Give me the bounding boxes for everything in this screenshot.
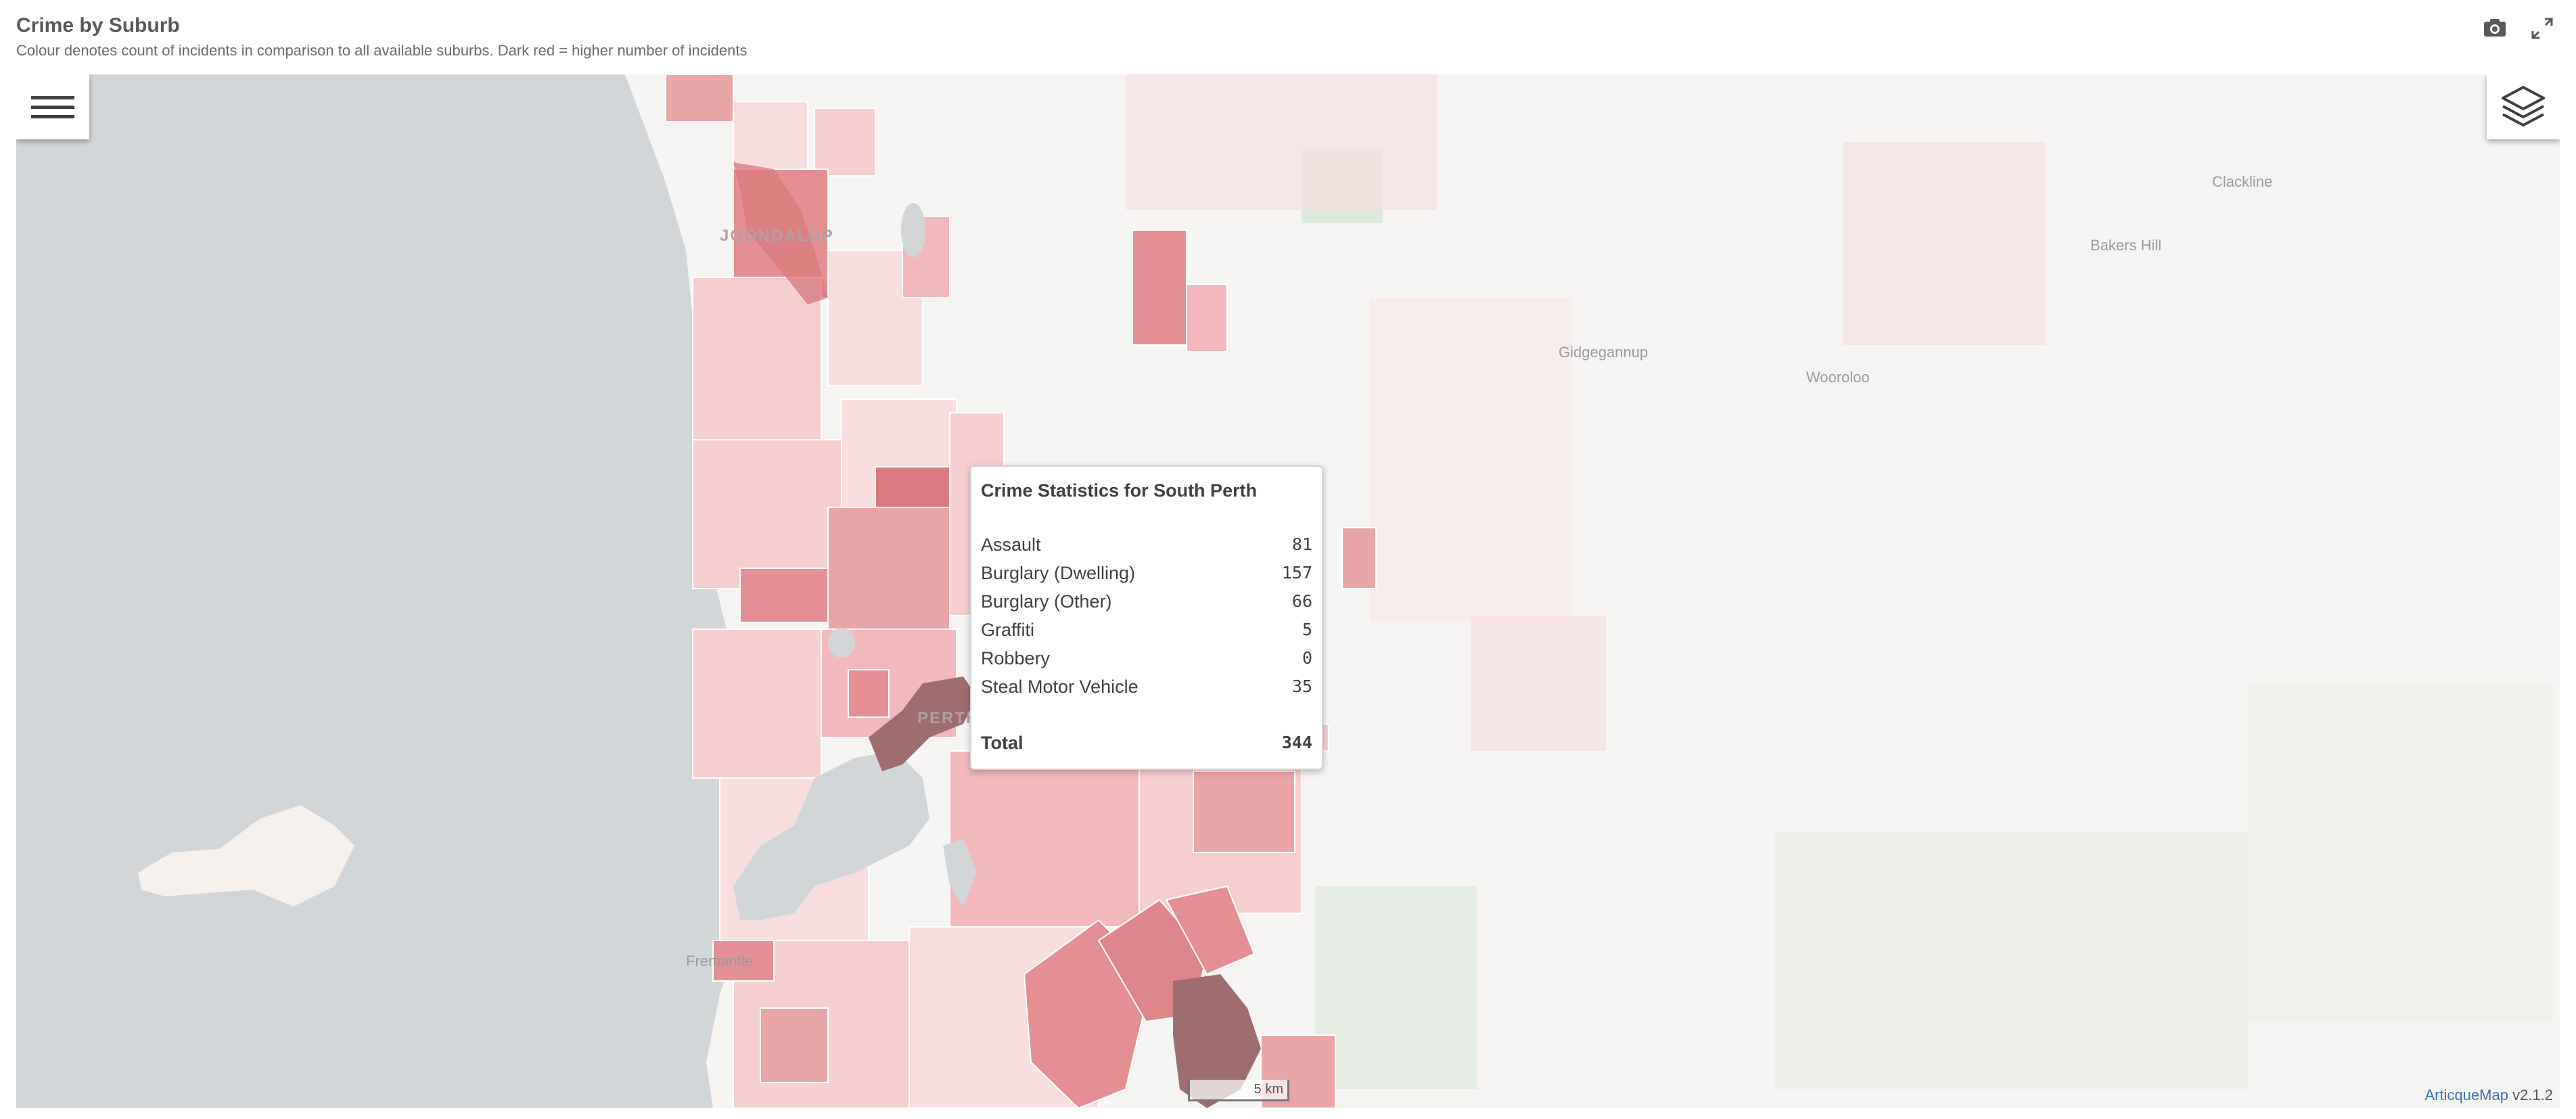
hamburger-menu-icon: [31, 96, 74, 118]
tooltip-row-value: 81: [1291, 534, 1312, 554]
tooltip-title: Crime Statistics for South Perth: [981, 480, 1258, 501]
place-label-joondalup: JOONDALUP: [720, 227, 834, 245]
lake: [828, 628, 855, 658]
map-menu-button[interactable]: [16, 74, 89, 139]
tooltip-row-value: 66: [1291, 591, 1312, 611]
rottnest-island: [138, 805, 354, 907]
place-label-bakers-hill: Bakers Hill: [2090, 237, 2162, 254]
layers-icon: [2502, 86, 2545, 127]
tooltip-row-value: 0: [1302, 648, 1312, 668]
tooltip-total-value: 344: [1281, 733, 1312, 752]
attribution-brand-link[interactable]: ArticqueMap: [2424, 1087, 2508, 1103]
tooltip-row-label: Burglary (Dwelling): [981, 563, 1136, 583]
map-scale-bar: 5 km: [1188, 1080, 1289, 1101]
choropleth-map[interactable]: JOONDALUP PERTH Fremantle Clackline Bake…: [16, 74, 2560, 1108]
tooltip-row-label: Assault: [981, 534, 1041, 555]
chart-header: Crime by Suburb Colour denotes count of …: [16, 12, 2384, 66]
tooltip-row-label: Steal Motor Vehicle: [981, 677, 1138, 697]
tooltip-row-label: Robbery: [981, 648, 1051, 668]
place-label-gidgegannup: Gidgegannup: [1559, 344, 1649, 361]
suburb-region: [1126, 74, 1437, 210]
suburb-region: [1471, 616, 1606, 751]
suburb-tooltip: Crime Statistics for South Perth Assault…: [970, 465, 1323, 770]
suburb-region: [1843, 142, 2046, 345]
place-label-wooroloo: Wooroloo: [1806, 369, 1870, 386]
park-area: [2249, 683, 2553, 1022]
attribution-version: v2.1.2: [2508, 1087, 2553, 1103]
suburb-south-perth: [869, 677, 977, 771]
park-area: [1775, 832, 2249, 1089]
tooltip-row-value: 5: [1302, 620, 1312, 639]
place-label-perth: PERTH: [917, 709, 980, 727]
chart-subtitle: Colour denotes count of incidents in com…: [16, 42, 748, 59]
park-area: [1315, 886, 1477, 1089]
tooltip-row-value: 157: [1281, 563, 1312, 583]
canning-river: [943, 839, 977, 907]
place-label-fremantle: Fremantle: [686, 953, 754, 969]
tooltip-row: Robbery 0: [981, 644, 1312, 672]
suburb-joondalup: [733, 162, 828, 304]
lake: [901, 203, 925, 257]
tooltip-row-value: 35: [1291, 677, 1312, 696]
suburb-high-incident: [1173, 974, 1261, 1108]
chart-title: Crime by Suburb: [16, 14, 180, 37]
tooltip-row: Graffiti 5: [981, 616, 1312, 644]
tooltip-row-label: Graffiti: [981, 620, 1035, 640]
tooltip-row: Assault 81: [981, 530, 1312, 559]
map-attribution: ArticqueMap v2.1.2: [2424, 1087, 2553, 1104]
ocean: [16, 74, 760, 1108]
place-label-clackline: Clackline: [2212, 173, 2273, 190]
suburb-region: [1369, 298, 1572, 622]
tooltip-row: Burglary (Dwelling) 157: [981, 559, 1312, 587]
map-canvas: [16, 74, 2560, 1108]
expand-icon[interactable]: [2525, 12, 2560, 45]
swan-river: [733, 751, 929, 920]
tooltip-total-label: Total: [981, 733, 1024, 753]
tooltip-total-row: Total 344: [981, 729, 1312, 757]
tooltip-row-label: Burglary (Other): [981, 591, 1112, 612]
tooltip-row: Burglary (Other) 66: [981, 587, 1312, 616]
tooltip-row: Steal Motor Vehicle 35: [981, 672, 1312, 701]
map-layers-button[interactable]: [2487, 74, 2560, 139]
camera-icon[interactable]: [2477, 12, 2512, 45]
